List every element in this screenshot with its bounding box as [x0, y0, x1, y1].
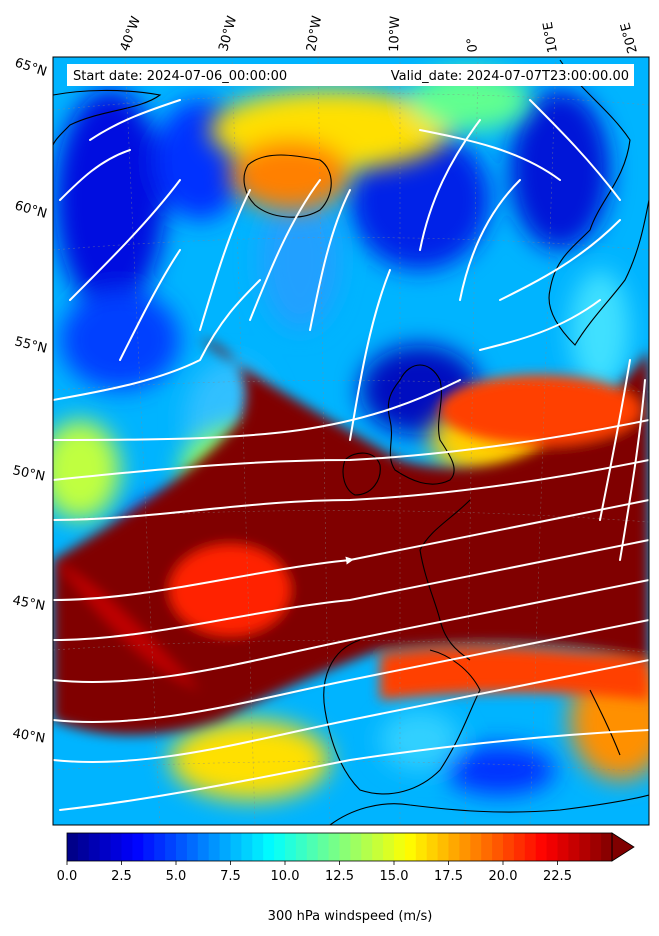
lat-label-65n: 65°N — [13, 56, 49, 80]
windspeed-field — [53, 57, 649, 825]
lat-label-50n: 50°N — [11, 463, 46, 484]
colorbar-tick-label: 20.0 — [489, 869, 518, 884]
colorbar-segment — [285, 833, 297, 861]
streamlines — [53, 99, 649, 811]
colorbar-segment — [317, 833, 330, 861]
colorbar-segment — [546, 833, 559, 861]
colorbar-segment — [143, 833, 155, 861]
colorbar-segment — [230, 833, 242, 861]
scandinavia-coast — [548, 59, 649, 346]
colorbar-tick-label: 10.0 — [271, 869, 300, 884]
map-panel: Start date: 2024-07-06_00:00:00 Valid_da… — [52, 56, 650, 826]
colorbar-segment — [437, 833, 450, 861]
colorbar-segment — [176, 833, 188, 861]
lon-label-10w: 10°W — [387, 16, 403, 53]
colorbar-segment — [579, 833, 591, 861]
colorbar-segment — [557, 833, 569, 861]
colorbar-segment — [372, 833, 384, 861]
colorbar-segment — [219, 833, 232, 861]
colorbar-extend-arrow — [611, 832, 635, 862]
colorbar-segment — [481, 833, 493, 861]
colorbar-segment — [306, 833, 319, 861]
colorbar-segment — [503, 833, 515, 861]
colorbar-segment — [415, 833, 428, 861]
lat-label-45n: 45°N — [11, 593, 46, 614]
lon-label-20e: 20°E — [618, 21, 641, 55]
colorbar-segment — [99, 833, 112, 861]
lon-label-10e: 10°E — [541, 21, 561, 54]
colorbar-segment — [350, 833, 362, 861]
colorbar-segment — [426, 833, 439, 861]
colorbar-tick-label: 17.5 — [434, 869, 463, 884]
iberia-coast — [323, 639, 481, 795]
colorbar-tick-label: 15.0 — [380, 869, 409, 884]
colorbar-segment — [186, 833, 199, 861]
colorbar-segment — [274, 833, 286, 861]
colorbar-segment — [241, 833, 253, 861]
colorbar-segment — [339, 833, 351, 861]
start-date-label: Start date: 2024-07-06_00:00:00 — [73, 69, 287, 84]
lat-label-55n: 55°N — [13, 334, 48, 356]
colorbar-ticks: 0.0 2.5 5.0 7.5 10.0 12.5 15.0 17.5 20.0 22.5 — [57, 861, 572, 884]
colorbar-tick-label: 22.5 — [543, 869, 572, 884]
colorbar-tick-label: 12.5 — [325, 869, 354, 884]
colorbar-segment — [154, 833, 166, 861]
colorbar-segment — [513, 833, 526, 861]
longitude-labels: 40°W 30°W 20°W 10°W 0° 10°E 20°E — [118, 14, 641, 55]
colorbar-segment — [394, 833, 406, 861]
lat-label-40n: 40°N — [11, 726, 46, 746]
colorbar-segment — [601, 833, 613, 861]
colorbar-segment — [361, 833, 373, 861]
colorbar-segments — [67, 833, 613, 861]
colorbar-title: 300 hPa windspeed (m/s) — [268, 909, 433, 924]
africa-coast — [329, 794, 649, 825]
coastlines — [53, 59, 649, 825]
colorbar-segment — [263, 833, 275, 861]
latitude-labels: 65°N 60°N 55°N 50°N 45°N 40°N — [11, 56, 48, 747]
ireland-coast — [342, 452, 381, 496]
italy-coast — [589, 689, 621, 756]
colorbar-segment — [524, 833, 537, 861]
colorbar-segment — [121, 833, 133, 861]
colorbar-segment — [535, 833, 548, 861]
colorbar-segment — [208, 833, 221, 861]
map-frame — [52, 56, 650, 826]
colorbar-segment — [295, 833, 308, 861]
colorbar-segment — [252, 833, 264, 861]
colorbar-tick-label: 5.0 — [166, 869, 187, 884]
colorbar-segment — [328, 833, 341, 861]
lon-label-40w: 40°W — [118, 14, 144, 53]
colorbar-tick-label: 7.5 — [220, 869, 241, 884]
lon-label-20w: 20°W — [304, 15, 325, 53]
colorbar-segment — [110, 833, 123, 861]
colorbar-segment — [459, 833, 471, 861]
colorbar-segment — [404, 833, 417, 861]
colorbar: 0.0 2.5 5.0 7.5 10.0 12.5 15.0 17.5 20.0 22.5 300… — [57, 832, 635, 924]
lon-label-30w: 30°W — [216, 14, 240, 53]
colorbar-segment — [492, 833, 504, 861]
colorbar-segment — [132, 833, 144, 861]
colorbar-segment — [383, 833, 395, 861]
greenland-coast — [53, 89, 162, 146]
lat-label-60n: 60°N — [13, 198, 49, 221]
colorbar-tick-label: 0.0 — [57, 869, 78, 884]
colorbar-segment — [67, 833, 79, 861]
lon-label-0: 0° — [465, 37, 481, 53]
colorbar-segment — [88, 833, 101, 861]
colorbar-segment — [568, 833, 580, 861]
colorbar-segment — [590, 833, 602, 861]
british-isles-coast — [387, 364, 455, 485]
date-banner — [67, 64, 634, 86]
colorbar-segment — [197, 833, 210, 861]
colorbar-segment — [470, 833, 482, 861]
colorbar-segment — [448, 833, 460, 861]
colorbar-segment — [77, 833, 90, 861]
colorbar-tick-label: 2.5 — [111, 869, 132, 884]
valid-date-label: Valid_date: 2024-07-07T23:00:00.00 — [391, 69, 629, 84]
colorbar-segment — [165, 833, 177, 861]
iceland-coast — [243, 154, 332, 218]
